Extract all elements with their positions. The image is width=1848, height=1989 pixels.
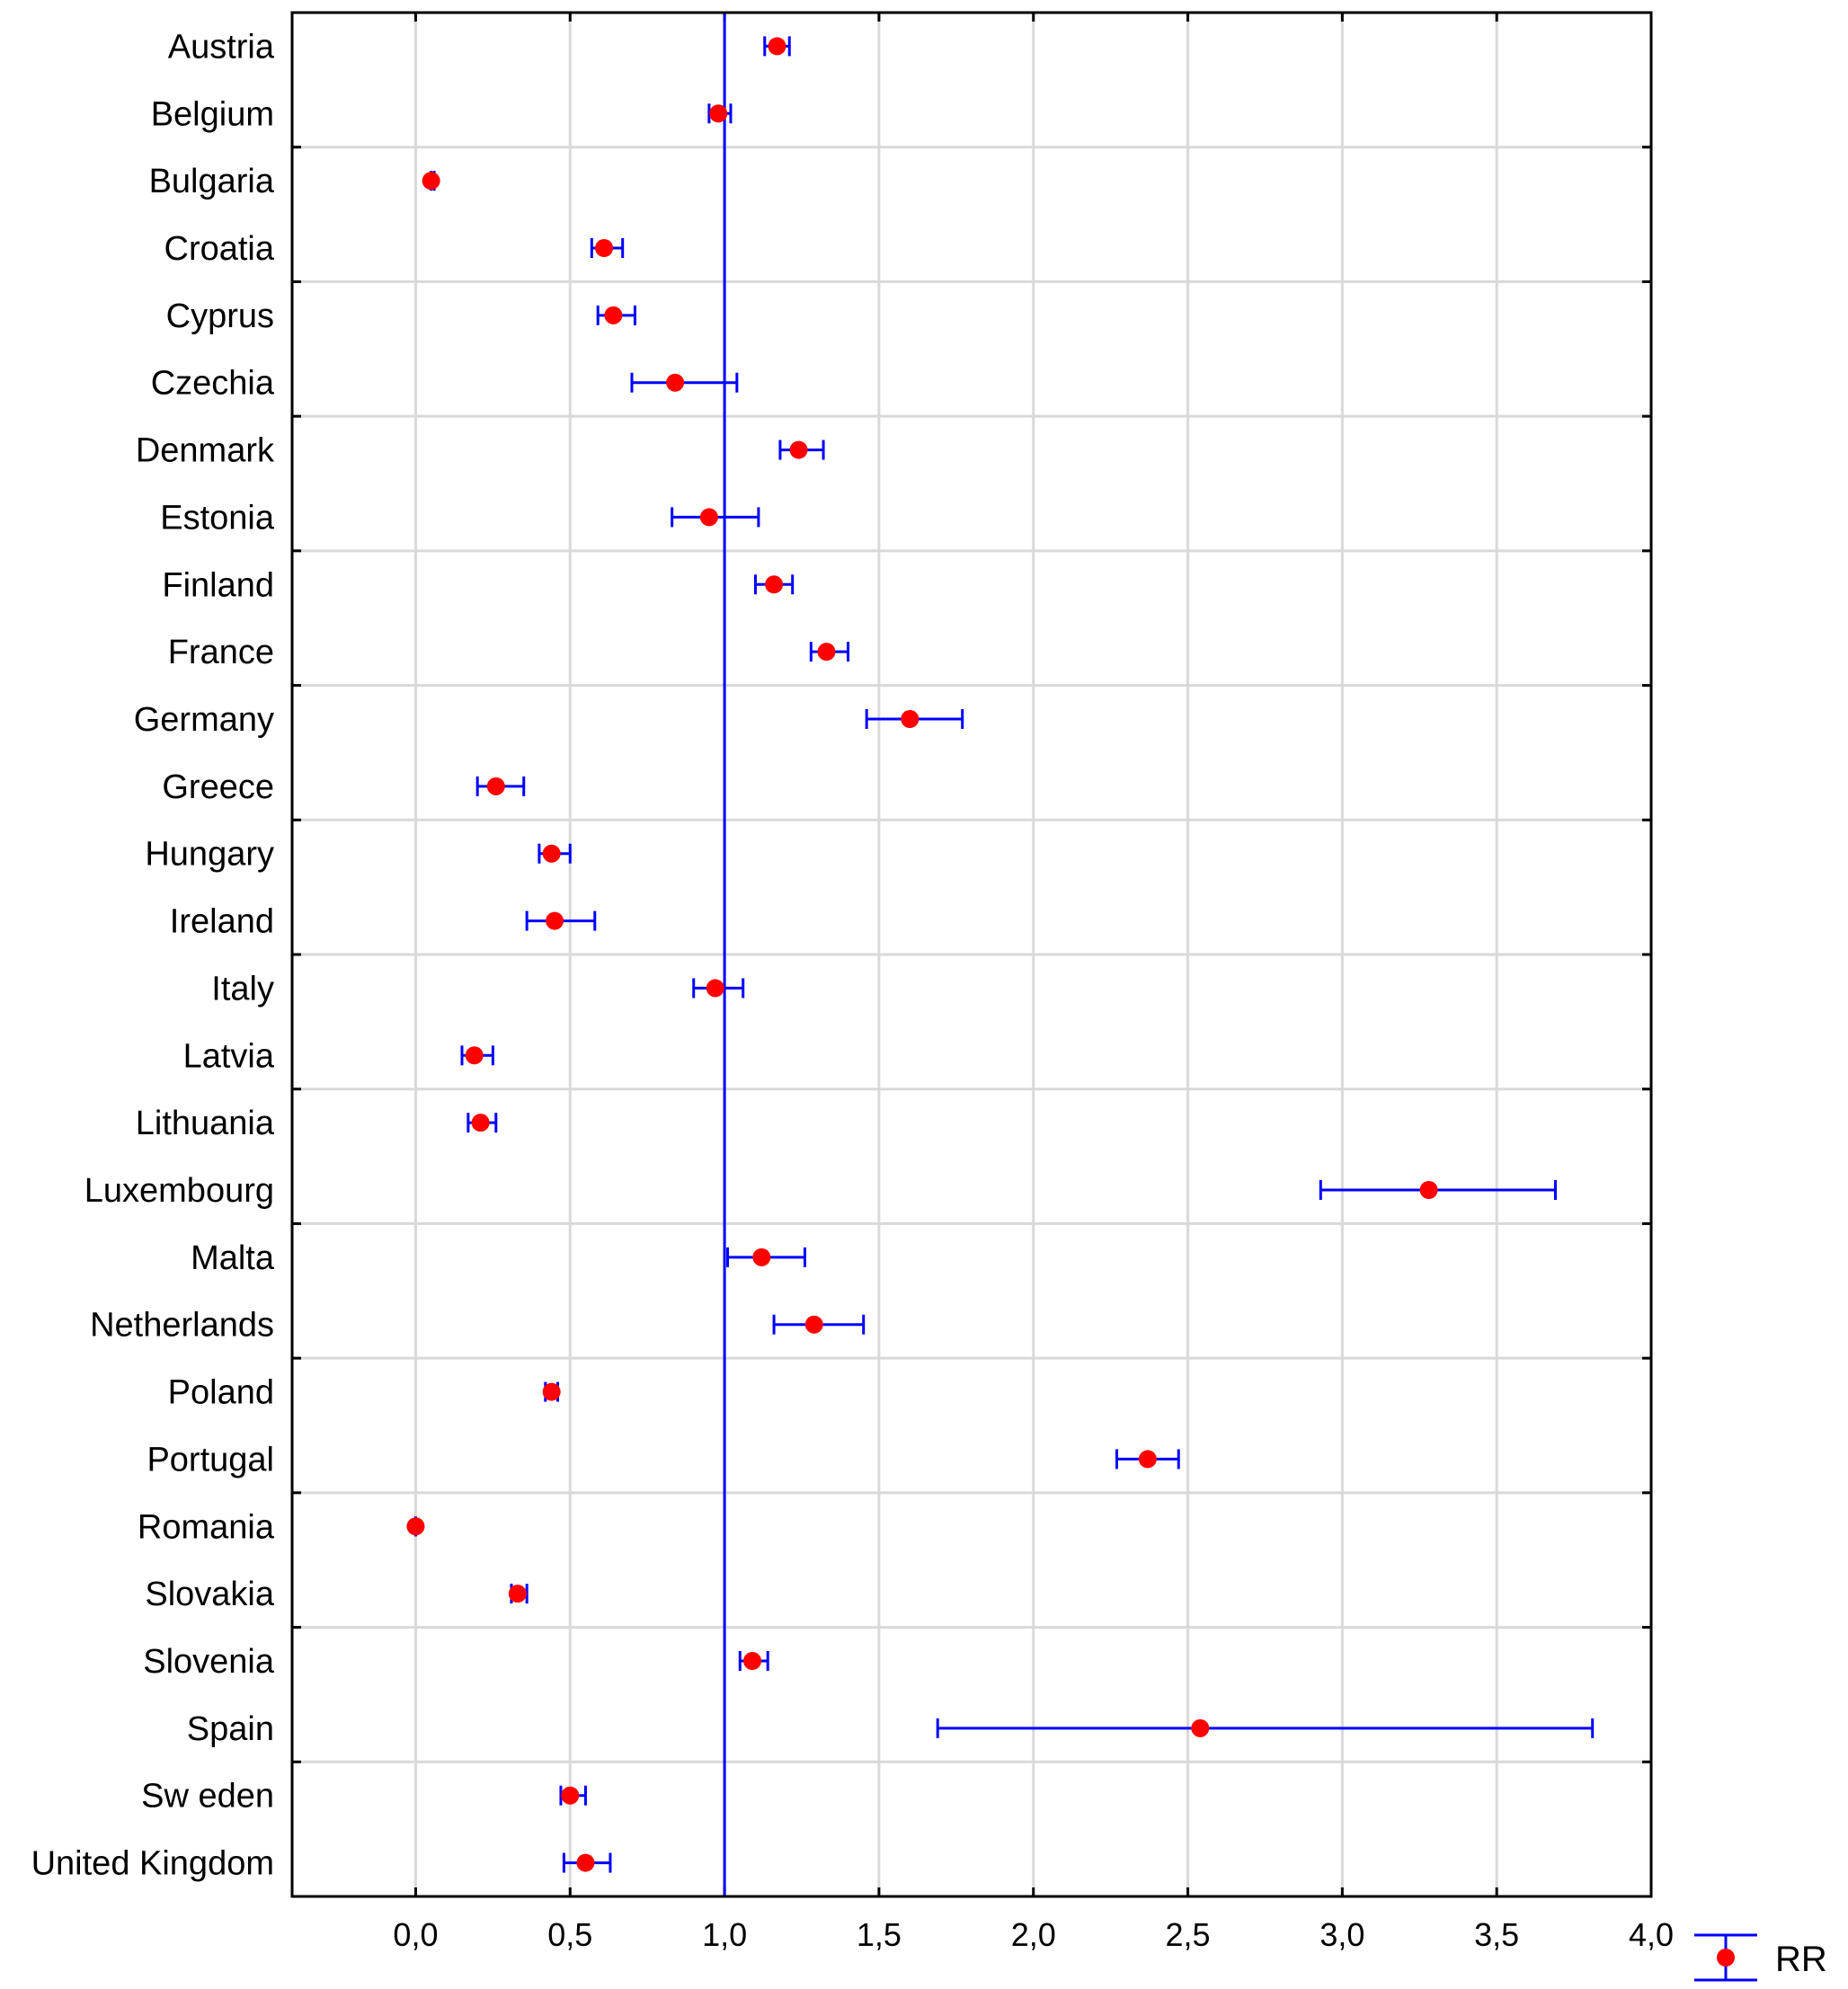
- country-label: Germany: [134, 701, 274, 739]
- x-tick-label: 3,5: [1474, 1916, 1519, 1953]
- grid-lines: [292, 13, 1653, 1896]
- country-label: Greece: [162, 768, 274, 806]
- rr-point: [817, 643, 836, 662]
- x-tick-label: 1,0: [702, 1916, 747, 1953]
- x-tick-label: 4,0: [1629, 1916, 1674, 1953]
- country-label: Portugal: [147, 1441, 274, 1478]
- rr-point: [604, 306, 623, 324]
- rr-point: [752, 1248, 771, 1266]
- rr-point: [542, 1382, 561, 1401]
- country-labels: Austria Belgium Bulgaria Croatia Cyprus Czech…: [31, 28, 275, 1882]
- country-label: Sw eden: [141, 1778, 274, 1816]
- country-label: Lithuania: [136, 1105, 275, 1142]
- rr-point: [699, 508, 718, 527]
- country-label: Denmark: [136, 432, 275, 470]
- country-label: Slovakia: [145, 1576, 274, 1613]
- country-label: Czechia: [151, 365, 275, 403]
- x-tick-label: 1,5: [857, 1916, 902, 1953]
- rr-point: [576, 1853, 595, 1872]
- rr-point: [471, 1114, 490, 1132]
- rr-point: [465, 1046, 484, 1065]
- country-label: France: [168, 634, 274, 671]
- country-label: Croatia: [164, 230, 275, 268]
- rr-point: [1419, 1181, 1438, 1199]
- rr-point: [768, 37, 786, 56]
- country-label: Austria: [168, 28, 275, 66]
- country-label: Hungary: [145, 836, 274, 874]
- country-label: Belgium: [151, 95, 274, 133]
- rr-point: [901, 710, 920, 728]
- country-label: Finland: [162, 566, 274, 604]
- country-label: Slovenia: [143, 1643, 275, 1681]
- country-label: Italy: [211, 970, 274, 1008]
- country-label: Bulgaria: [149, 163, 275, 200]
- country-label: Romania: [138, 1508, 275, 1546]
- legend-marker: [1717, 1949, 1735, 1967]
- rr-point: [542, 844, 561, 863]
- x-tick-label: 0,0: [393, 1916, 438, 1953]
- country-label: Latvia: [183, 1037, 275, 1075]
- rr-point: [486, 777, 505, 795]
- rr-point: [595, 239, 614, 257]
- country-label: Luxembourg: [84, 1172, 274, 1210]
- x-tick-label: 0,5: [547, 1916, 592, 1953]
- legend: RR: [1694, 1933, 1827, 1982]
- rr-point: [1138, 1450, 1157, 1469]
- rr-points: [406, 37, 1438, 1872]
- country-label: Estonia: [160, 499, 275, 537]
- rr-point: [765, 575, 784, 594]
- rr-point: [706, 979, 724, 998]
- rr-point: [1191, 1718, 1210, 1737]
- x-tick-label: 2,5: [1166, 1916, 1211, 1953]
- rr-point: [508, 1585, 527, 1603]
- rr-point: [709, 104, 728, 123]
- x-tick-labels: 0,0 0,5 1,0 1,5 2,0 2,5 3,0 3,5 4,0: [393, 1916, 1674, 1953]
- rr-point: [546, 911, 564, 930]
- country-label: Poland: [168, 1374, 274, 1412]
- x-tick-label: 3,0: [1319, 1916, 1364, 1953]
- rr-point: [789, 440, 808, 459]
- country-label: Malta: [191, 1239, 275, 1277]
- rr-point: [561, 1786, 580, 1805]
- country-label: Spain: [187, 1710, 274, 1748]
- x-tick-label: 2,0: [1011, 1916, 1056, 1953]
- rr-point: [406, 1517, 425, 1536]
- country-label: Ireland: [170, 903, 274, 941]
- plot-frame: [290, 11, 1653, 1898]
- country-label: Cyprus: [166, 297, 274, 335]
- rr-point: [804, 1315, 823, 1334]
- country-label: United Kingdom: [31, 1845, 274, 1883]
- legend-label: RR: [1775, 1940, 1827, 1979]
- country-label: Netherlands: [90, 1307, 274, 1345]
- rr-point: [743, 1652, 762, 1670]
- rr-point: [422, 172, 440, 191]
- rr-point: [666, 373, 685, 392]
